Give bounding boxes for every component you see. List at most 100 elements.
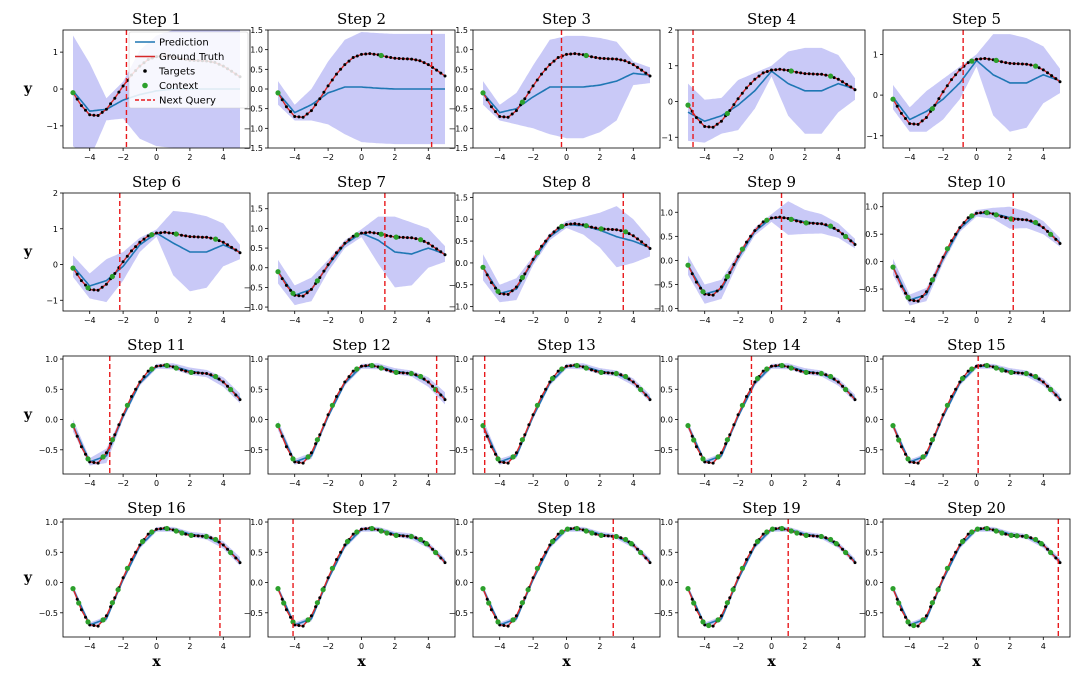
panel: −4 −2 0 2 4 −0.5 0.0 0.5 1.0 Step 16 y x [23, 499, 251, 670]
target-point [121, 576, 125, 580]
context-point [354, 529, 360, 535]
target-point [694, 608, 698, 612]
target-point [904, 291, 907, 295]
target-point [221, 240, 225, 244]
target-point [761, 220, 765, 224]
target-point [200, 371, 204, 375]
target-point [648, 398, 652, 402]
x-tick-label: 0 [359, 153, 364, 162]
context-point [764, 366, 770, 372]
x-tick-label: −2 [117, 479, 129, 488]
target-point [92, 624, 96, 627]
panel: −4 −2 0 2 4 −0.5 0.0 0.5 1.0 Step 11 y [23, 336, 251, 488]
context-point [828, 536, 834, 543]
target-point [941, 576, 945, 580]
target-point [385, 234, 388, 237]
context-point [803, 369, 809, 375]
target-point [351, 234, 355, 238]
y-tick-label: 0.5 [250, 65, 263, 74]
target-point [117, 423, 121, 427]
x-tick-label: 2 [1007, 479, 1012, 488]
y-tick-label: 0.0 [45, 579, 58, 588]
target-point [289, 615, 292, 619]
target-point [389, 56, 393, 59]
context-point [275, 586, 281, 592]
target-point [238, 561, 242, 565]
target-point [368, 52, 372, 56]
context-point [833, 541, 839, 547]
plot-area [70, 519, 242, 637]
x-tick-label: 4 [221, 642, 226, 651]
x-tick-label: 2 [392, 153, 397, 162]
legend-context-label: Context [159, 81, 198, 92]
target-point [506, 624, 510, 628]
context-point [76, 600, 82, 606]
context-point [730, 587, 736, 593]
context-point [275, 90, 281, 96]
target-point [924, 116, 928, 119]
target-point [121, 413, 125, 417]
target-point [1008, 61, 1012, 65]
target-point [418, 59, 422, 63]
y-tick-label: 0.5 [660, 232, 673, 241]
target-point [1041, 68, 1045, 72]
target-point [941, 90, 945, 94]
x-tick-label: 0 [154, 153, 159, 162]
context-point [100, 617, 106, 623]
context-point [583, 365, 589, 371]
target-point [799, 532, 803, 536]
context-point [70, 90, 76, 96]
context-point [779, 362, 785, 369]
context-point [480, 90, 486, 96]
context-point [828, 373, 834, 380]
target-point [757, 74, 761, 78]
context-point [290, 456, 296, 462]
context-point [115, 587, 121, 593]
x-tick-label: −2 [732, 642, 744, 651]
target-point [88, 113, 92, 117]
y-tick-label: 0.5 [455, 548, 468, 557]
target-point [707, 293, 711, 297]
context-point [1014, 533, 1020, 539]
target-point [824, 223, 828, 227]
target-point [238, 398, 242, 402]
target-point [774, 364, 778, 368]
prediction-line [482, 72, 651, 114]
target-point [690, 597, 694, 601]
panel: −4 −2 0 2 4 −0.5 0.0 0.5 1.0 Step 10 [859, 173, 1071, 325]
target-point [548, 234, 552, 238]
context-point [589, 530, 595, 536]
target-point [360, 231, 363, 235]
context-point [314, 437, 320, 443]
y-axis-label: y [23, 407, 33, 423]
target-point [916, 461, 920, 465]
panel-frame [62, 518, 251, 638]
x-tick-label: 4 [1041, 316, 1046, 325]
prediction-line [687, 528, 856, 626]
target-point [954, 387, 958, 391]
target-point [330, 78, 334, 82]
target-point [774, 68, 778, 72]
y-tick-label: 1.0 [455, 518, 468, 527]
x-tick-label: −4 [904, 153, 916, 162]
target-point [924, 290, 928, 294]
target-point [301, 461, 305, 465]
x-tick-label: −4 [904, 479, 916, 488]
target-point [121, 260, 125, 264]
context-point [433, 386, 439, 393]
target-point [853, 398, 857, 402]
target-point [322, 269, 326, 273]
context-point [788, 528, 794, 534]
panel-title: Step 10 [947, 173, 1006, 191]
target-point [339, 67, 343, 71]
target-point [485, 98, 489, 102]
target-point [523, 97, 527, 101]
panel: −4 −2 0 2 4 −1 0 1 2 Step 6 y [23, 173, 251, 325]
target-point [548, 63, 552, 67]
target-point [853, 243, 857, 246]
panel-title: Step 15 [947, 336, 1006, 354]
target-point [736, 413, 740, 417]
target-point [489, 445, 493, 449]
context-point [700, 619, 706, 625]
